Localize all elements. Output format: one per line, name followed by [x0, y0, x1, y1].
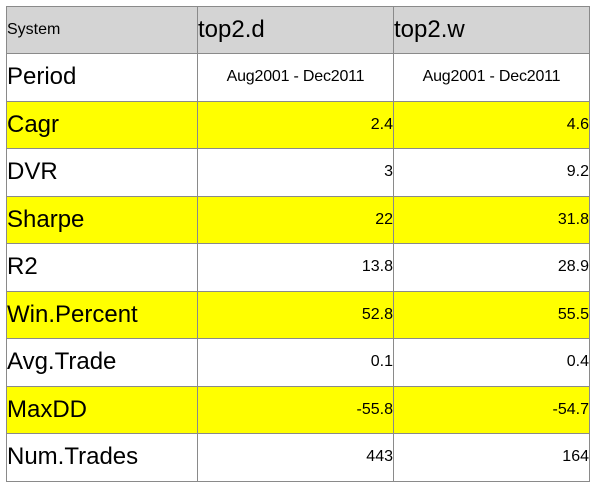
- row-label-dvr: DVR: [6, 148, 198, 197]
- cell-r2-top2-d: 13.8: [197, 243, 394, 292]
- table-row-avg-trade: Avg.Trade 0.1 0.4: [6, 338, 590, 387]
- header-column-top2-w: top2.w: [393, 6, 590, 54]
- table-row-maxdd: MaxDD -55.8 -54.7: [6, 385, 590, 434]
- row-label-win-percent: Win.Percent: [6, 290, 198, 339]
- cell-maxdd-top2-d: -55.8: [197, 385, 394, 434]
- cell-sharpe-top2-d: 22: [197, 195, 394, 244]
- cell-num-trades-top2-d: 443: [197, 433, 394, 482]
- cell-period-top2-w: Aug2001 - Dec2011: [393, 53, 590, 102]
- row-label-avg-trade: Avg.Trade: [6, 338, 198, 387]
- table-header-row: System top2.d top2.w: [6, 6, 590, 54]
- table-row-r2: R2 13.8 28.9: [6, 243, 590, 292]
- row-label-r2: R2: [6, 243, 198, 292]
- cell-maxdd-top2-w: -54.7: [393, 385, 590, 434]
- cell-period-top2-d: Aug2001 - Dec2011: [197, 53, 394, 102]
- row-label-num-trades: Num.Trades: [6, 433, 198, 482]
- cell-dvr-top2-d: 3: [197, 148, 394, 197]
- row-label-period: Period: [6, 53, 198, 102]
- cell-cagr-top2-w: 4.6: [393, 100, 590, 149]
- row-label-cagr: Cagr: [6, 100, 198, 149]
- row-label-sharpe: Sharpe: [6, 195, 198, 244]
- table-row-sharpe: Sharpe 22 31.8: [6, 195, 590, 244]
- cell-dvr-top2-w: 9.2: [393, 148, 590, 197]
- cell-num-trades-top2-w: 164: [393, 433, 590, 482]
- cell-win-percent-top2-w: 55.5: [393, 290, 590, 339]
- header-system-label: System: [6, 6, 198, 54]
- table-row-win-percent: Win.Percent 52.8 55.5: [6, 290, 590, 339]
- cell-avg-trade-top2-w: 0.4: [393, 338, 590, 387]
- table-row-cagr: Cagr 2.4 4.6: [6, 100, 590, 149]
- cell-win-percent-top2-d: 52.8: [197, 290, 394, 339]
- table-row-period: Period Aug2001 - Dec2011 Aug2001 - Dec20…: [6, 53, 590, 102]
- cell-sharpe-top2-w: 31.8: [393, 195, 590, 244]
- table-row-dvr: DVR 3 9.2: [6, 148, 590, 197]
- header-column-top2-d: top2.d: [197, 6, 394, 54]
- cell-avg-trade-top2-d: 0.1: [197, 338, 394, 387]
- cell-cagr-top2-d: 2.4: [197, 100, 394, 149]
- cell-r2-top2-w: 28.9: [393, 243, 590, 292]
- table-row-num-trades: Num.Trades 443 164: [6, 433, 590, 482]
- row-label-maxdd: MaxDD: [6, 385, 198, 434]
- strategy-stats-table: System top2.d top2.w Period Aug2001 - De…: [6, 6, 590, 482]
